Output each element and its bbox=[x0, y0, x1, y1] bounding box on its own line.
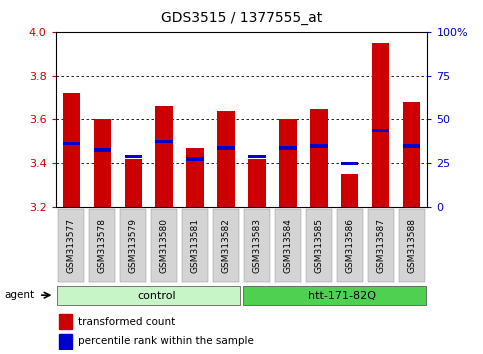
Text: GSM313583: GSM313583 bbox=[253, 218, 261, 273]
Text: GSM313587: GSM313587 bbox=[376, 218, 385, 273]
Bar bbox=[59, 314, 72, 329]
Bar bbox=[213, 209, 239, 282]
Bar bbox=[337, 209, 363, 282]
Text: GSM313579: GSM313579 bbox=[128, 218, 138, 273]
Text: GSM313582: GSM313582 bbox=[222, 218, 230, 273]
Text: GSM313586: GSM313586 bbox=[345, 218, 355, 273]
Text: percentile rank within the sample: percentile rank within the sample bbox=[78, 336, 254, 346]
Bar bbox=[244, 209, 270, 282]
Text: GSM313584: GSM313584 bbox=[284, 218, 293, 273]
Bar bbox=[280, 120, 297, 207]
Bar bbox=[399, 209, 425, 282]
Bar bbox=[125, 155, 142, 159]
Bar bbox=[372, 129, 389, 132]
Bar bbox=[125, 159, 142, 207]
Bar bbox=[248, 155, 266, 159]
Bar bbox=[186, 157, 203, 161]
Bar bbox=[368, 209, 394, 282]
Bar bbox=[62, 142, 80, 145]
Text: htt-171-82Q: htt-171-82Q bbox=[308, 291, 376, 301]
Bar bbox=[243, 286, 426, 305]
Text: transformed count: transformed count bbox=[78, 316, 175, 327]
Bar bbox=[217, 111, 235, 207]
Bar bbox=[59, 334, 72, 348]
Bar bbox=[57, 286, 240, 305]
Bar bbox=[151, 209, 177, 282]
Bar bbox=[311, 144, 327, 148]
Text: GSM313577: GSM313577 bbox=[67, 218, 75, 273]
Bar bbox=[89, 209, 115, 282]
Bar bbox=[62, 93, 80, 207]
Bar bbox=[341, 161, 358, 165]
Bar bbox=[403, 102, 421, 207]
Bar bbox=[182, 209, 208, 282]
Text: agent: agent bbox=[4, 290, 35, 300]
Bar bbox=[403, 144, 421, 148]
Text: GSM313585: GSM313585 bbox=[314, 218, 324, 273]
Bar bbox=[58, 209, 84, 282]
Bar bbox=[186, 148, 203, 207]
Bar bbox=[94, 120, 111, 207]
Bar bbox=[280, 146, 297, 150]
Bar bbox=[156, 106, 172, 207]
Bar bbox=[372, 43, 389, 207]
Text: GSM313588: GSM313588 bbox=[408, 218, 416, 273]
Bar bbox=[311, 109, 327, 207]
Bar bbox=[306, 209, 332, 282]
Text: control: control bbox=[137, 291, 176, 301]
Bar bbox=[156, 139, 172, 143]
Text: GDS3515 / 1377555_at: GDS3515 / 1377555_at bbox=[161, 11, 322, 25]
Text: GSM313581: GSM313581 bbox=[190, 218, 199, 273]
Bar bbox=[217, 146, 235, 150]
Text: GSM313580: GSM313580 bbox=[159, 218, 169, 273]
Bar bbox=[341, 174, 358, 207]
Bar bbox=[120, 209, 146, 282]
Bar bbox=[248, 159, 266, 207]
Text: GSM313578: GSM313578 bbox=[98, 218, 107, 273]
Bar bbox=[275, 209, 301, 282]
Bar bbox=[94, 148, 111, 152]
